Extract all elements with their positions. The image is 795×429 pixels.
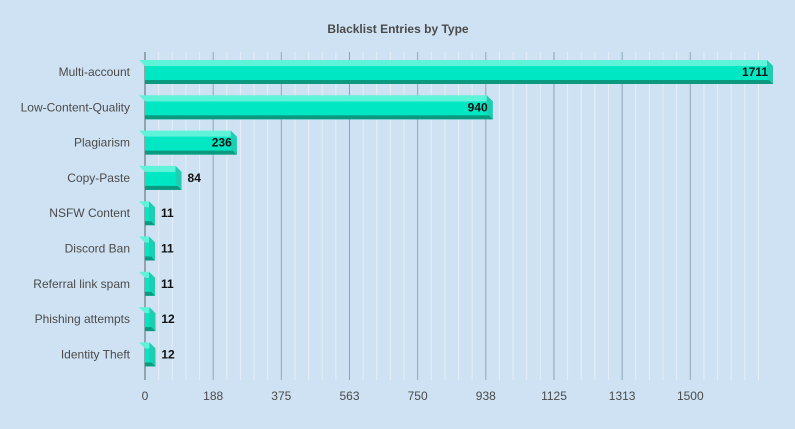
bar-top-face [139, 95, 493, 102]
bar [139, 130, 237, 155]
x-tick-label: 0 [142, 389, 149, 403]
value-label: 236 [212, 136, 232, 150]
bar-end-cap [149, 342, 156, 367]
bar [139, 342, 156, 367]
category-label: Multi-account [59, 65, 131, 79]
category-label: Phishing attempts [35, 312, 130, 326]
bar [139, 236, 155, 261]
bar-end-cap [148, 271, 155, 296]
value-label: 11 [161, 242, 174, 256]
value-label: 1711 [742, 65, 768, 79]
bar-bottom-shade [145, 221, 155, 226]
bar-end-cap [175, 165, 182, 190]
bar-bottom-shade [145, 291, 155, 296]
x-tick-label: 375 [271, 389, 291, 403]
bars-layer [139, 60, 773, 367]
bar [139, 95, 493, 120]
x-tick-label: 750 [408, 389, 428, 403]
x-tick-label: 1500 [677, 389, 704, 403]
value-label: 11 [161, 206, 174, 220]
bar [139, 60, 773, 84]
bar-end-cap [230, 130, 237, 155]
category-label: Identity Theft [61, 347, 131, 361]
bar-front-face [145, 171, 182, 190]
bar-end-cap [148, 201, 155, 226]
category-label: Plagiarism [74, 136, 130, 150]
x-tick-label: 563 [339, 389, 359, 403]
x-tick-label: 1313 [609, 389, 636, 403]
value-label: 11 [161, 277, 174, 291]
x-tick-label: 1125 [541, 389, 567, 403]
category-label: Referral link spam [33, 277, 130, 291]
bar-bottom-shade [145, 150, 237, 155]
x-tick-label: 938 [476, 389, 496, 403]
value-label: 12 [161, 312, 175, 326]
x-axis-ticks: 0 188 375 563 750 938 1125 1313 1500 [142, 389, 704, 403]
category-label: NSFW Content [49, 206, 130, 220]
bar [139, 271, 155, 296]
value-label: 84 [188, 171, 202, 185]
bar-top-face [139, 165, 182, 172]
bar-bottom-shade [145, 115, 493, 120]
bar-bottom-shade [145, 80, 773, 84]
value-label: 12 [161, 347, 175, 361]
bar-bottom-shade [145, 185, 182, 190]
category-label: Copy-Paste [67, 171, 130, 185]
bar-top-face [139, 130, 237, 137]
chart-title: Blacklist Entries by Type [327, 22, 468, 36]
bar [139, 165, 182, 190]
value-label: 940 [468, 100, 488, 114]
x-tick-label: 188 [203, 389, 223, 403]
bar-bottom-shade [145, 327, 156, 332]
labels-layer: Multi-account 1711 Low-Content-Quality 940 P… [21, 65, 769, 361]
category-label: Low-Content-Quality [21, 100, 130, 114]
bar-end-cap [149, 307, 156, 332]
bar [139, 307, 156, 332]
bar-front-face [145, 136, 237, 155]
bar-bottom-shade [145, 362, 156, 367]
bar-front-face [145, 66, 773, 84]
bar-end-cap [486, 95, 493, 120]
bar-front-face [145, 101, 493, 120]
bar-top-face [139, 60, 773, 66]
bar [139, 201, 155, 226]
bar-end-cap [767, 60, 773, 84]
bar-end-cap [148, 236, 155, 261]
bar-bottom-shade [145, 256, 155, 261]
category-label: Discord Ban [65, 242, 130, 256]
